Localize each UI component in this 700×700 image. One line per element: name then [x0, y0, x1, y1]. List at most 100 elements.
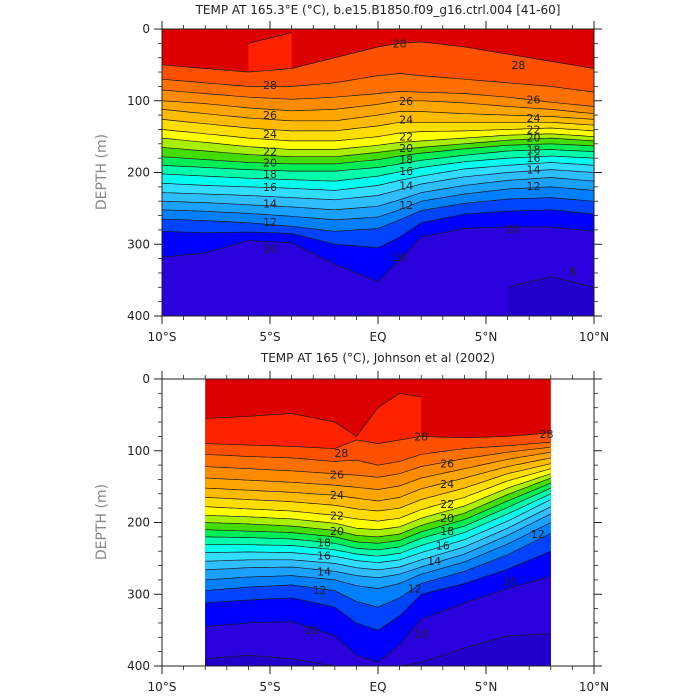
contour-label: 22	[330, 509, 344, 522]
isotherm-28	[161, 41, 595, 73]
isotherm-24	[205, 457, 551, 502]
x-tick-label: 5°S	[259, 330, 280, 344]
isotherm-16	[205, 499, 551, 564]
contour-label: 10	[414, 628, 428, 641]
contour-label: 16	[399, 165, 413, 178]
contour-label: 10	[505, 223, 519, 236]
contour-label: 26	[330, 468, 344, 481]
contour-label: 18	[263, 168, 277, 181]
isotherm-20	[205, 477, 551, 538]
panel-model: TEMP AT 165.3°E (°C), b.e15.B1850.f09_g1…	[94, 3, 609, 344]
isotherm-lines	[161, 32, 595, 288]
y-tick-label: 0	[142, 372, 150, 386]
contour-label: 22	[399, 131, 413, 144]
y-tick-label: 400	[127, 659, 150, 673]
contour-label: 28	[540, 428, 554, 441]
contour-label: 14	[263, 197, 277, 210]
y-tick-label: 0	[142, 22, 150, 36]
contour-label: 16	[527, 152, 541, 165]
isotherm-19	[161, 143, 595, 165]
y-tick-label: 100	[127, 444, 150, 458]
contour-fills	[162, 29, 594, 317]
isotherm-23	[161, 119, 595, 132]
y-tick-label: 400	[127, 309, 150, 323]
contour-label: 24	[527, 112, 541, 125]
x-tick-label: 5°N	[475, 680, 498, 694]
isotherm-25	[161, 100, 595, 115]
band-fill-10	[162, 227, 594, 316]
y-tick-label: 300	[127, 237, 150, 251]
isotherm-24	[161, 109, 595, 122]
isotherm-23	[205, 463, 551, 512]
isotherm-16	[161, 162, 595, 191]
panel-title-observed: TEMP AT 165 (°C), Johnson et al (2002)	[260, 351, 495, 365]
contour-label: 28	[334, 447, 348, 460]
band-fill-9	[205, 633, 551, 666]
isotherm-21	[161, 133, 595, 150]
y-axis: 0 100 200 300 400	[127, 372, 602, 673]
isotherm-13	[205, 522, 551, 589]
contour-label: 20	[527, 131, 541, 144]
isotherm-17	[161, 155, 595, 182]
contour-label: 18	[317, 537, 331, 550]
y-tick-label: 200	[127, 516, 150, 530]
contour-label: 24	[440, 478, 454, 491]
isotherm-19	[205, 482, 551, 544]
isotherm-29	[205, 393, 422, 437]
contour-label: 20	[330, 525, 344, 538]
contour-label: 28	[263, 79, 277, 92]
contour-label: 28	[511, 59, 525, 72]
x-axis: 10°S 5°S EQ 5°N 10°N	[148, 371, 609, 694]
y-axis-label-observed: DEPTH (m)	[94, 484, 110, 560]
x-tick-label: EQ	[369, 330, 386, 344]
contour-label: 14	[317, 565, 331, 578]
isotherm-11	[205, 550, 551, 631]
isotherm-18	[161, 149, 595, 172]
contour-label: 20	[440, 512, 454, 525]
contour-label: 24	[330, 489, 344, 502]
contour-label: 26	[440, 458, 454, 471]
isotherm-29	[248, 32, 292, 44]
contour-label: 20	[399, 142, 413, 155]
isotherm-27	[205, 441, 551, 466]
isotherm-25	[205, 451, 551, 490]
contour-label: 12	[263, 216, 277, 229]
isotherm-22	[205, 468, 551, 522]
contour-label: 24	[263, 128, 277, 141]
isotherm-26	[161, 89, 595, 107]
contour-label: 12	[399, 199, 413, 212]
x-tick-label: 10°N	[579, 330, 609, 344]
contour-label: 10	[393, 251, 407, 264]
y-axis: 0 100 200 300 400	[127, 22, 602, 323]
panel-title-model: TEMP AT 165.3°E (°C), b.e15.B1850.f09_g1…	[195, 3, 561, 17]
contour-label: 14	[527, 164, 541, 177]
isotherm-15	[161, 169, 595, 201]
isotherm-11	[161, 209, 595, 249]
isotherm-12	[205, 532, 551, 608]
contour-label: 22	[263, 146, 277, 159]
contour-label: 16	[317, 550, 331, 563]
y-tick-label: 100	[127, 94, 150, 108]
x-tick-label: 10°S	[148, 330, 177, 344]
contour-fills	[205, 379, 551, 666]
isotherm-10	[161, 226, 595, 283]
contour-label: 16	[436, 540, 450, 553]
contour-label: 12	[408, 583, 422, 596]
band-fill-9	[507, 276, 594, 316]
contour-label: 20	[263, 157, 277, 170]
contour-label: 26	[527, 93, 541, 106]
isotherm-lines	[205, 393, 551, 667]
isotherm-28	[205, 432, 551, 449]
isotherm-13	[161, 186, 595, 221]
isotherm-18	[205, 487, 551, 551]
isotherm-20	[161, 137, 595, 158]
contour-label: 22	[440, 498, 454, 511]
y-tick-label: 300	[127, 587, 150, 601]
isotherm-22	[161, 127, 595, 142]
y-axis-label-model: DEPTH (m)	[94, 134, 110, 210]
contour-label: 14	[427, 555, 441, 568]
contour-label: 10	[263, 243, 277, 256]
contour-label: 18	[440, 525, 454, 538]
isotherm-26	[205, 446, 551, 478]
